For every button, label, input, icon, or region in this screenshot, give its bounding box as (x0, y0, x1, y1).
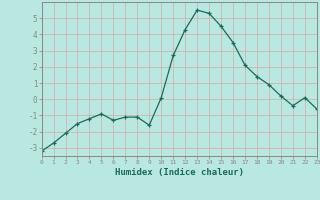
X-axis label: Humidex (Indice chaleur): Humidex (Indice chaleur) (115, 168, 244, 177)
